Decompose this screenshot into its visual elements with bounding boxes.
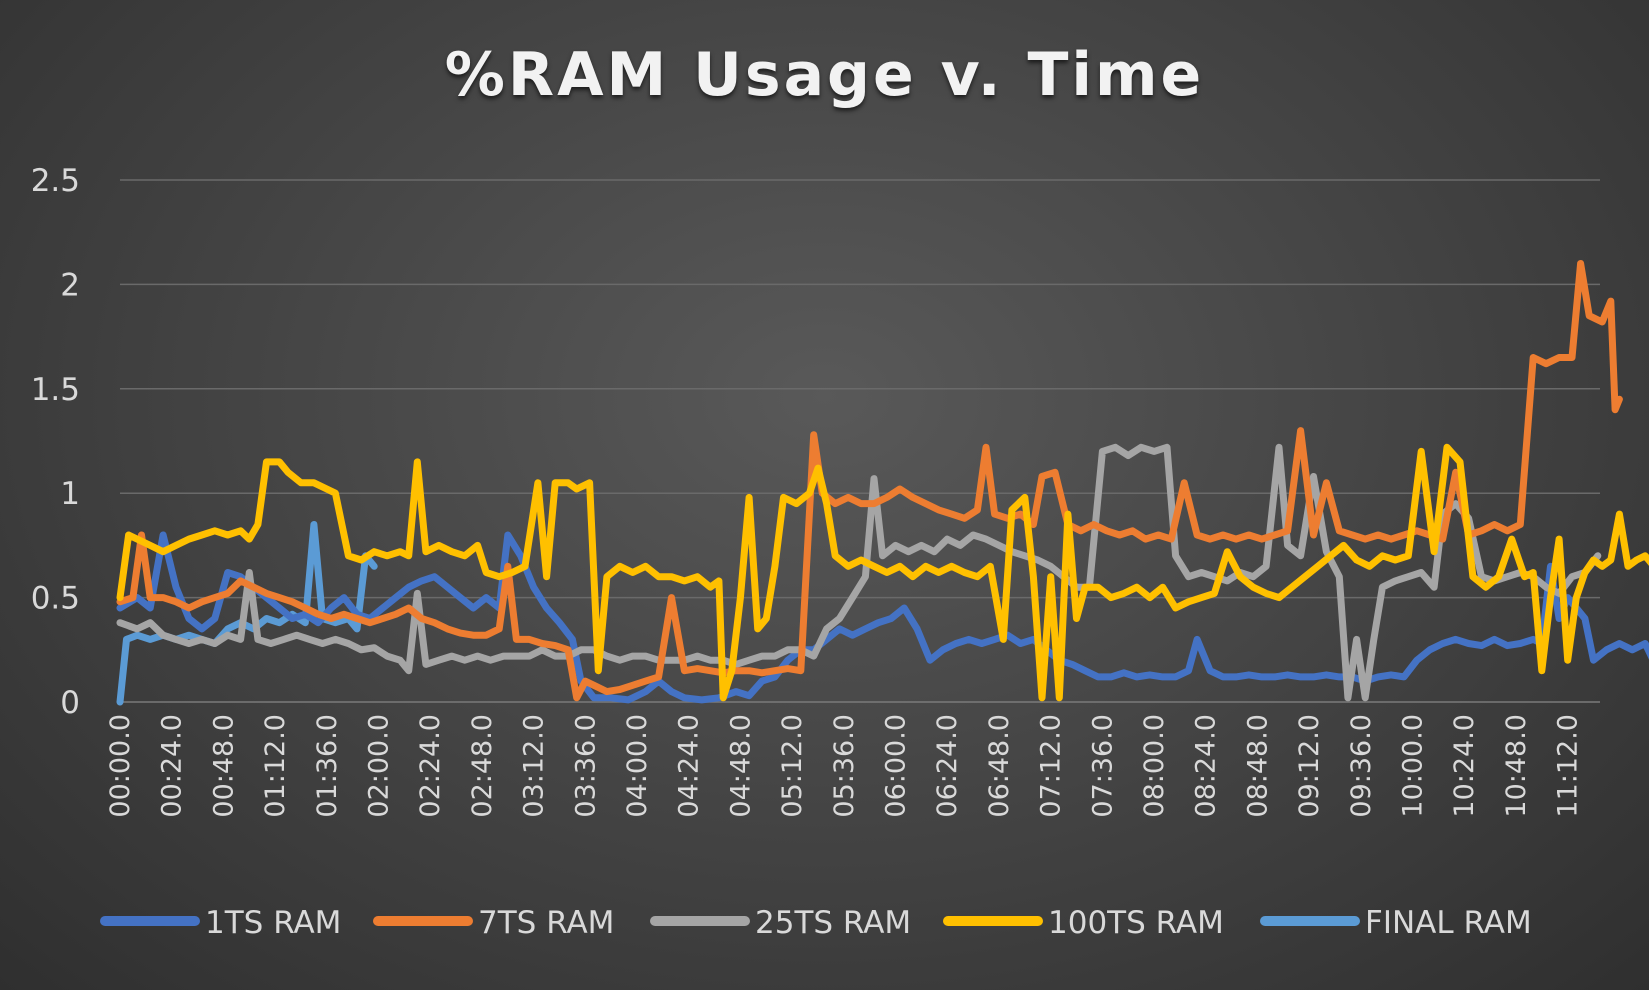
x-tick-label: 09:36.0 — [1346, 714, 1377, 818]
legend-label: 100TS RAM — [1048, 905, 1224, 941]
gridlines — [120, 179, 1600, 703]
x-tick-label: 04:24.0 — [674, 714, 705, 818]
chart-title: %RAM Usage v. Time — [444, 40, 1205, 110]
legend-label: 25TS RAM — [755, 905, 911, 941]
y-tick-label: 2.5 — [31, 163, 80, 199]
legend-label: 7TS RAM — [478, 905, 614, 941]
x-tick-label: 05:36.0 — [829, 714, 860, 818]
y-tick-label: 0.5 — [31, 581, 80, 617]
x-axis-ticks: 00:00.0 00:24.0 00:48.0 01:12.0 01:36.0 02:00… — [105, 714, 1584, 818]
x-tick-label: 03:12.0 — [519, 714, 550, 818]
x-tick-label: 07:36.0 — [1087, 714, 1118, 818]
x-tick-label: 10:24.0 — [1449, 714, 1480, 818]
y-tick-label: 2 — [60, 267, 80, 303]
x-tick-label: 06:00.0 — [881, 714, 912, 818]
x-tick-label: 00:00.0 — [105, 714, 136, 818]
x-tick-label: 02:48.0 — [467, 714, 498, 818]
y-tick-label: 0 — [60, 685, 80, 721]
y-tick-label: 1 — [60, 476, 80, 512]
x-tick-label: 08:00.0 — [1139, 714, 1170, 818]
x-tick-label: 03:36.0 — [570, 714, 601, 818]
series-line-25ts-ram — [116, 443, 1602, 702]
y-tick-label: 1.5 — [31, 372, 80, 408]
x-tick-label: 00:24.0 — [157, 714, 188, 818]
x-tick-label: 01:12.0 — [260, 714, 291, 818]
legend-label: FINAL RAM — [1365, 905, 1532, 941]
x-tick-label: 07:12.0 — [1036, 714, 1067, 818]
x-tick-label: 06:24.0 — [932, 714, 963, 818]
x-tick-label: 08:48.0 — [1242, 714, 1273, 818]
x-tick-label: 04:48.0 — [725, 714, 756, 818]
x-tick-label: 08:24.0 — [1191, 714, 1222, 818]
series-line-100ts-ram — [116, 443, 1649, 702]
x-tick-label: 11:12.0 — [1553, 714, 1584, 818]
x-tick-label: 10:00.0 — [1398, 714, 1429, 818]
x-tick-label: 02:24.0 — [415, 714, 446, 818]
x-tick-label: 01:36.0 — [312, 714, 343, 818]
x-tick-label: 06:48.0 — [984, 714, 1015, 818]
x-tick-label: 09:12.0 — [1294, 714, 1325, 818]
series-lines — [116, 260, 1649, 706]
x-tick-label: 05:12.0 — [777, 714, 808, 818]
x-tick-label: 00:48.0 — [208, 714, 239, 818]
series-line-7ts-ram — [116, 260, 1623, 702]
x-tick-label: 02:00.0 — [364, 714, 395, 818]
series-line-1ts-ram — [116, 531, 1649, 704]
legend-label: 1TS RAM — [205, 905, 341, 941]
x-tick-label: 04:00.0 — [622, 714, 653, 818]
x-tick-label: 10:48.0 — [1501, 714, 1532, 818]
y-axis-ticks: 0 0.5 1 1.5 2 2.5 — [31, 163, 80, 721]
legend: 1TS RAM 7TS RAM 25TS RAM 100TS RAM FINAL RAM — [100, 905, 1532, 941]
